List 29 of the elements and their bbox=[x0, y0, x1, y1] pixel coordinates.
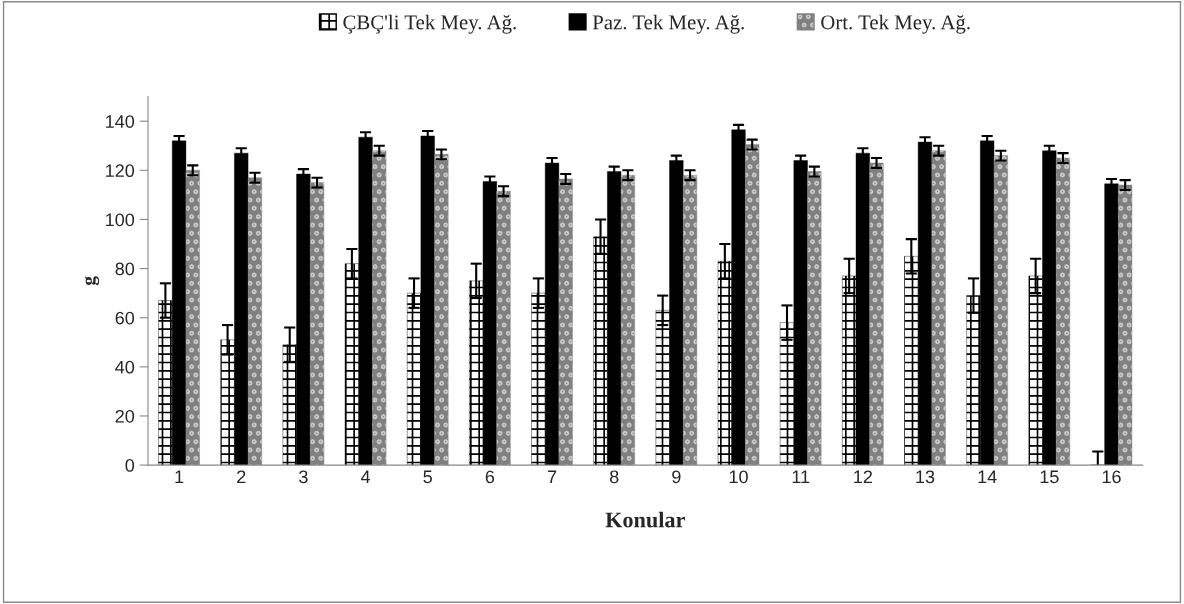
x-tick-label: 15 bbox=[1040, 470, 1059, 484]
legend-label: Paz. Tek Mey. Ağ. bbox=[592, 14, 744, 34]
x-tick-label: 14 bbox=[978, 470, 997, 484]
x-tick-label: 16 bbox=[1102, 470, 1121, 484]
y-tick-label: 120 bbox=[106, 164, 135, 178]
x-tick-label: 11 bbox=[792, 470, 810, 484]
x-tick-label: 5 bbox=[423, 470, 432, 484]
y-tick-label: 20 bbox=[115, 409, 135, 423]
x-tick-label: 10 bbox=[729, 470, 748, 484]
x-tick-label: 9 bbox=[672, 470, 681, 484]
x-tick-label: 13 bbox=[916, 470, 935, 484]
legend-label: ÇBÇ'li Tek Mey. Ağ. bbox=[343, 14, 516, 34]
x-tick-label: 3 bbox=[299, 470, 308, 484]
y-tick-label: 140 bbox=[106, 115, 135, 128]
x-tick-label: 8 bbox=[609, 470, 619, 484]
y-tick-label: 100 bbox=[106, 213, 135, 227]
x-tick-label: 1 bbox=[175, 470, 184, 484]
y-tick-label: 80 bbox=[115, 262, 135, 276]
y-axis-title: g bbox=[84, 276, 100, 286]
x-tick-label: 4 bbox=[360, 470, 371, 484]
x-tick-label: 7 bbox=[547, 470, 557, 484]
y-tick-label: 40 bbox=[115, 360, 135, 374]
y-tick-label: 0 bbox=[125, 459, 135, 472]
y-tick-label: 60 bbox=[115, 311, 135, 325]
legend-label: Ort. Tek Mey. Ağ. bbox=[821, 14, 970, 34]
x-tick-label: 2 bbox=[237, 470, 246, 484]
x-tick-label: 6 bbox=[485, 470, 495, 484]
x-tick-label: 12 bbox=[854, 470, 872, 484]
x-axis-title: Konular bbox=[605, 511, 685, 528]
